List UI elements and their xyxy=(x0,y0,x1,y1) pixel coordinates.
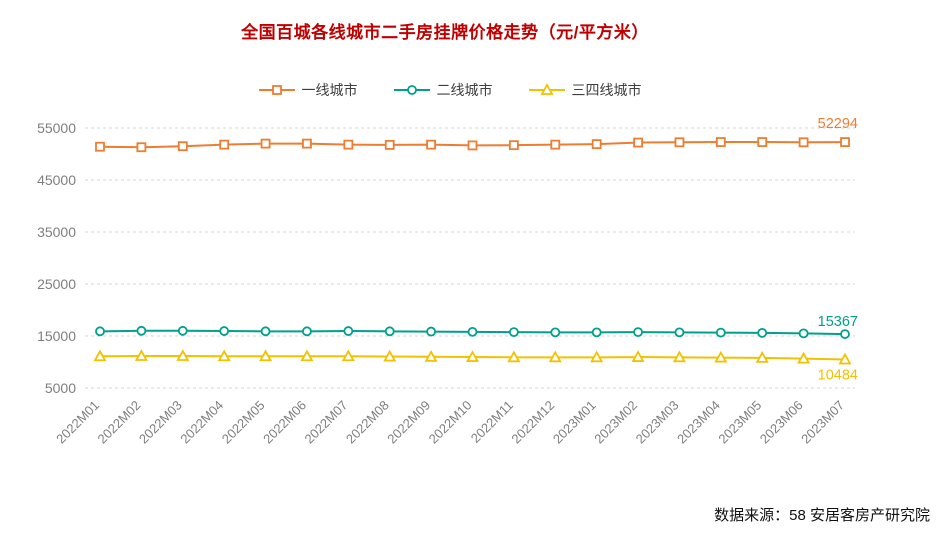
svg-text:35000: 35000 xyxy=(37,224,76,240)
tier2-line-circle-marker-icon xyxy=(393,83,430,97)
legend-item-tier2-cities[interactable]: 二线城市 xyxy=(393,80,493,100)
svg-text:55000: 55000 xyxy=(37,120,76,136)
tier3-line-triangle-marker-icon xyxy=(528,83,565,97)
tier1-line-square-marker-icon xyxy=(258,83,295,97)
svg-text:15000: 15000 xyxy=(37,328,76,344)
svg-text:2022M11: 2022M11 xyxy=(468,398,516,446)
svg-text:2022M09: 2022M09 xyxy=(384,398,433,447)
svg-text:2023M06: 2023M06 xyxy=(757,398,806,447)
svg-text:2022M12: 2022M12 xyxy=(508,398,557,447)
svg-text:2023M02: 2023M02 xyxy=(591,398,640,447)
svg-text:5000: 5000 xyxy=(45,380,76,396)
svg-text:2023M03: 2023M03 xyxy=(633,398,682,447)
svg-text:2022M04: 2022M04 xyxy=(177,398,226,447)
svg-text:2022M05: 2022M05 xyxy=(219,398,268,447)
svg-text:2022M02: 2022M02 xyxy=(95,398,144,447)
svg-text:2023M01: 2023M01 xyxy=(550,398,599,447)
legend-item-tier3-cities[interactable]: 三四线城市 xyxy=(528,80,642,100)
svg-text:25000: 25000 xyxy=(37,276,76,292)
legend: 一线城市 二线城市 三四线城市 xyxy=(0,80,900,100)
svg-text:2023M05: 2023M05 xyxy=(715,398,764,447)
svg-text:2022M07: 2022M07 xyxy=(302,398,351,447)
svg-text:2022M08: 2022M08 xyxy=(343,398,392,447)
svg-text:2022M10: 2022M10 xyxy=(426,398,475,447)
legend-label-tier1: 一线城市 xyxy=(301,82,358,98)
chart-title: 全国百城各线城市二手房挂牌价格走势（元/平方米） xyxy=(241,23,649,42)
svg-text:45000: 45000 xyxy=(37,172,76,188)
svg-text:2022M01: 2022M01 xyxy=(53,398,102,447)
svg-text:15367: 15367 xyxy=(818,314,858,330)
svg-text:2023M07: 2023M07 xyxy=(798,398,847,447)
svg-text:2023M04: 2023M04 xyxy=(674,398,723,447)
legend-label-tier3: 三四线城市 xyxy=(571,82,642,98)
svg-text:2022M03: 2022M03 xyxy=(136,398,185,447)
data-source: 数据来源：58 安居客房产研究院 xyxy=(714,507,930,524)
line-chart: 500015000250003500045000550002022M012022… xyxy=(37,116,858,447)
legend-item-tier1-cities[interactable]: 一线城市 xyxy=(258,80,358,100)
legend-label-tier2: 二线城市 xyxy=(436,82,493,98)
svg-text:10484: 10484 xyxy=(818,367,858,383)
svg-text:2022M06: 2022M06 xyxy=(260,398,309,447)
svg-text:52294: 52294 xyxy=(818,116,858,132)
